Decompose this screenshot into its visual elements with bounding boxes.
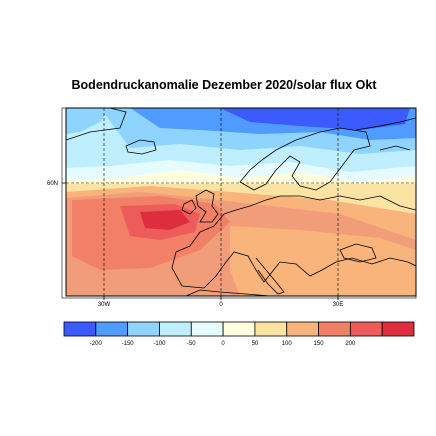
map-panel: 60N 30W 0 30E xyxy=(47,107,417,308)
black-sea-coast xyxy=(339,243,377,263)
colorbar-tick-label: 0 xyxy=(221,341,225,347)
gridlines xyxy=(66,108,416,296)
anomaly-fields xyxy=(66,108,416,296)
colorbar-swatch xyxy=(63,321,97,337)
colorbar-tick-label: -200 xyxy=(90,341,103,347)
colorbar-tick-label: -100 xyxy=(153,341,166,347)
colorbar: -200 -150 -100 -50 0 50 100 150 200 xyxy=(63,321,415,347)
colorbar-tick-label: 150 xyxy=(314,341,325,347)
iceland-coast xyxy=(125,139,157,155)
colorbar-swatch xyxy=(222,321,256,337)
lat-label-60n: 60N xyxy=(47,181,58,187)
colorbar-swatch xyxy=(254,321,288,337)
colorbar-swatch xyxy=(95,321,129,337)
coastlines xyxy=(66,108,416,296)
colorbar-swatch xyxy=(381,321,415,337)
scandinavia-coast xyxy=(239,127,371,191)
africa-coast xyxy=(185,289,271,296)
colorbar-tick-label: 100 xyxy=(282,341,293,347)
colorbar-tick-label: 50 xyxy=(252,341,259,347)
colorbar-swatch xyxy=(349,321,383,337)
colorbar-swatch xyxy=(159,321,192,337)
colorbar-swatch xyxy=(190,321,224,337)
lon-label-30e: 30E xyxy=(333,302,344,308)
italy-coast xyxy=(255,257,285,295)
british-isles-coast xyxy=(181,189,219,223)
colorbar-swatch xyxy=(318,321,351,337)
lon-label-0: 0 xyxy=(219,302,223,308)
russia-coast xyxy=(355,117,416,151)
colorbar-tick-label: -150 xyxy=(122,341,135,347)
colorbar-tick-label: 200 xyxy=(345,341,356,347)
colorbar-swatch xyxy=(127,321,160,337)
continental-europe-coast xyxy=(171,195,416,289)
greenland-coast xyxy=(66,108,127,141)
colorbar-tick-label: -50 xyxy=(187,341,196,347)
map-outer-frame xyxy=(61,107,417,299)
map-title: Bodendruckanomalie Dezember 2020/solar f… xyxy=(71,78,377,92)
lon-label-30w: 30W xyxy=(98,302,111,308)
colorbar-swatch xyxy=(286,321,319,337)
